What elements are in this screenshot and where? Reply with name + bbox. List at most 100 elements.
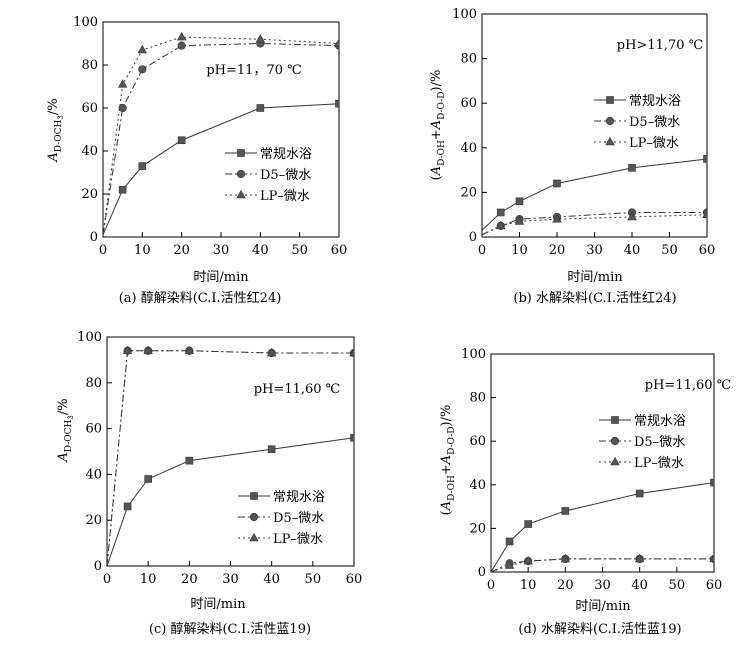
legend-label: 常规水浴 xyxy=(273,490,325,505)
y-tick-label: 20 xyxy=(469,521,486,536)
x-tick-label: 60 xyxy=(699,243,716,258)
y-axis-label: (AD-OH+AD-O-D)/% xyxy=(439,405,457,516)
legend-marker xyxy=(611,416,619,424)
series-2 xyxy=(482,209,707,236)
legend-label: LP–微水 xyxy=(273,532,323,547)
data-point xyxy=(523,555,533,565)
x-tick-label: 50 xyxy=(305,572,322,587)
series-2 xyxy=(107,345,354,566)
series-line xyxy=(482,214,707,236)
y-tick-label: 100 xyxy=(461,347,486,362)
y-tick-label: 0 xyxy=(478,565,486,580)
data-point xyxy=(628,164,636,172)
data-point xyxy=(334,38,339,47)
y-tick-label: 40 xyxy=(469,478,486,493)
y-tick-label: 60 xyxy=(460,96,477,111)
y-tick-label: 20 xyxy=(81,187,98,202)
series-0 xyxy=(482,155,707,231)
legend-label: D5–微水 xyxy=(629,115,680,130)
legend-marker xyxy=(250,492,258,500)
data-point xyxy=(118,103,127,113)
legend-marker xyxy=(237,149,245,157)
condition-label: pH=11,60 ℃ xyxy=(645,378,731,393)
x-tick-label: 20 xyxy=(549,243,566,258)
y-tick-label: 60 xyxy=(469,434,486,449)
x-tick-label: 50 xyxy=(661,243,678,258)
y-axis-label: AD-OCH3/% xyxy=(46,98,65,162)
data-point xyxy=(137,44,148,54)
chart-panel-b: 0 10 20 30 40 50 60 0 20 40 60 80 100 时间/min (AD-OH+AD… xyxy=(429,7,715,306)
data-point xyxy=(138,162,147,170)
legend-marker xyxy=(610,436,620,446)
y-tick-label: 20 xyxy=(85,513,102,528)
condition-label: pH=11，70 ℃ xyxy=(206,63,301,78)
y-tick-label: 80 xyxy=(460,52,477,67)
legend-marker xyxy=(610,456,620,466)
data-point xyxy=(496,220,506,230)
data-point xyxy=(143,345,153,355)
data-point xyxy=(634,553,645,563)
x-axis-label: 时间/min xyxy=(190,597,246,612)
x-tick-label: 20 xyxy=(181,572,198,587)
x-tick-label: 30 xyxy=(222,572,239,587)
legend-label: LP–微水 xyxy=(634,456,684,471)
plot-frame xyxy=(102,21,340,238)
x-axis-label: 时间/min xyxy=(575,599,631,614)
x-tick-label: 0 xyxy=(478,243,486,258)
legend-label: 常规水浴 xyxy=(629,94,681,109)
y-tick-label: 60 xyxy=(85,422,102,437)
series-line xyxy=(107,350,354,566)
x-tick-label: 30 xyxy=(213,243,230,258)
y-tick-label: 0 xyxy=(94,559,102,574)
data-point xyxy=(553,179,561,188)
data-point xyxy=(709,553,714,563)
legend-marker xyxy=(236,169,246,179)
series-0 xyxy=(107,433,354,566)
data-point xyxy=(184,345,195,355)
data-point xyxy=(138,65,147,74)
chart-panel-d: 0 10 20 30 40 50 60 0 20 40 60 80 100 时间/min (AD-OH+AD… xyxy=(439,347,731,637)
data-point xyxy=(560,553,571,563)
series-line xyxy=(103,36,339,235)
data-point xyxy=(496,208,505,217)
panel-caption: (a) 醇解染料(C.I.活性红24) xyxy=(119,290,282,306)
series-line xyxy=(491,482,714,572)
data-point xyxy=(177,136,186,145)
data-point xyxy=(504,560,515,569)
x-tick-label: 20 xyxy=(173,243,190,258)
y-tick-label: 80 xyxy=(85,376,102,391)
series-1 xyxy=(103,39,339,235)
x-tick-label: 40 xyxy=(252,243,269,258)
series-2 xyxy=(491,553,714,572)
data-point xyxy=(561,507,570,515)
panel-caption: (c) 醇解染料(C.I.活性蓝19) xyxy=(149,621,311,637)
y-tick-label: 0 xyxy=(469,230,477,245)
x-tick-label: 40 xyxy=(263,572,280,587)
x-axis-label: 时间/min xyxy=(193,270,249,285)
chart-panel-a: 0 10 20 30 40 50 60 0 20 40 60 80 100 时间/min AD-OCH3/%… xyxy=(46,15,347,306)
data-point xyxy=(349,347,354,357)
data-point xyxy=(710,478,714,487)
legend-marker xyxy=(605,116,615,126)
x-tick-label: 10 xyxy=(520,578,537,593)
y-tick-label: 60 xyxy=(81,101,98,116)
data-point xyxy=(505,537,514,546)
legend-marker xyxy=(606,96,614,104)
y-axis-label: (AD-OH+AD-O-D)/% xyxy=(429,70,447,181)
y-tick-label: 100 xyxy=(73,15,98,30)
y-axis-label: AD-OCH3/% xyxy=(56,398,75,462)
x-tick-label: 30 xyxy=(594,578,611,593)
data-point xyxy=(176,31,187,41)
x-tick-label: 0 xyxy=(487,578,495,593)
y-tick-label: 0 xyxy=(90,230,98,245)
data-point xyxy=(144,475,152,483)
x-tick-label: 10 xyxy=(511,243,528,258)
x-tick-label: 10 xyxy=(140,572,157,587)
y-tick-label: 80 xyxy=(469,391,486,406)
y-tick-label: 40 xyxy=(460,141,477,156)
data-point xyxy=(514,216,525,225)
legend-label: D5–微水 xyxy=(634,435,685,450)
panel-caption: (b) 水解染料(C.I.活性红24) xyxy=(513,290,676,306)
x-tick-label: 50 xyxy=(669,578,686,593)
